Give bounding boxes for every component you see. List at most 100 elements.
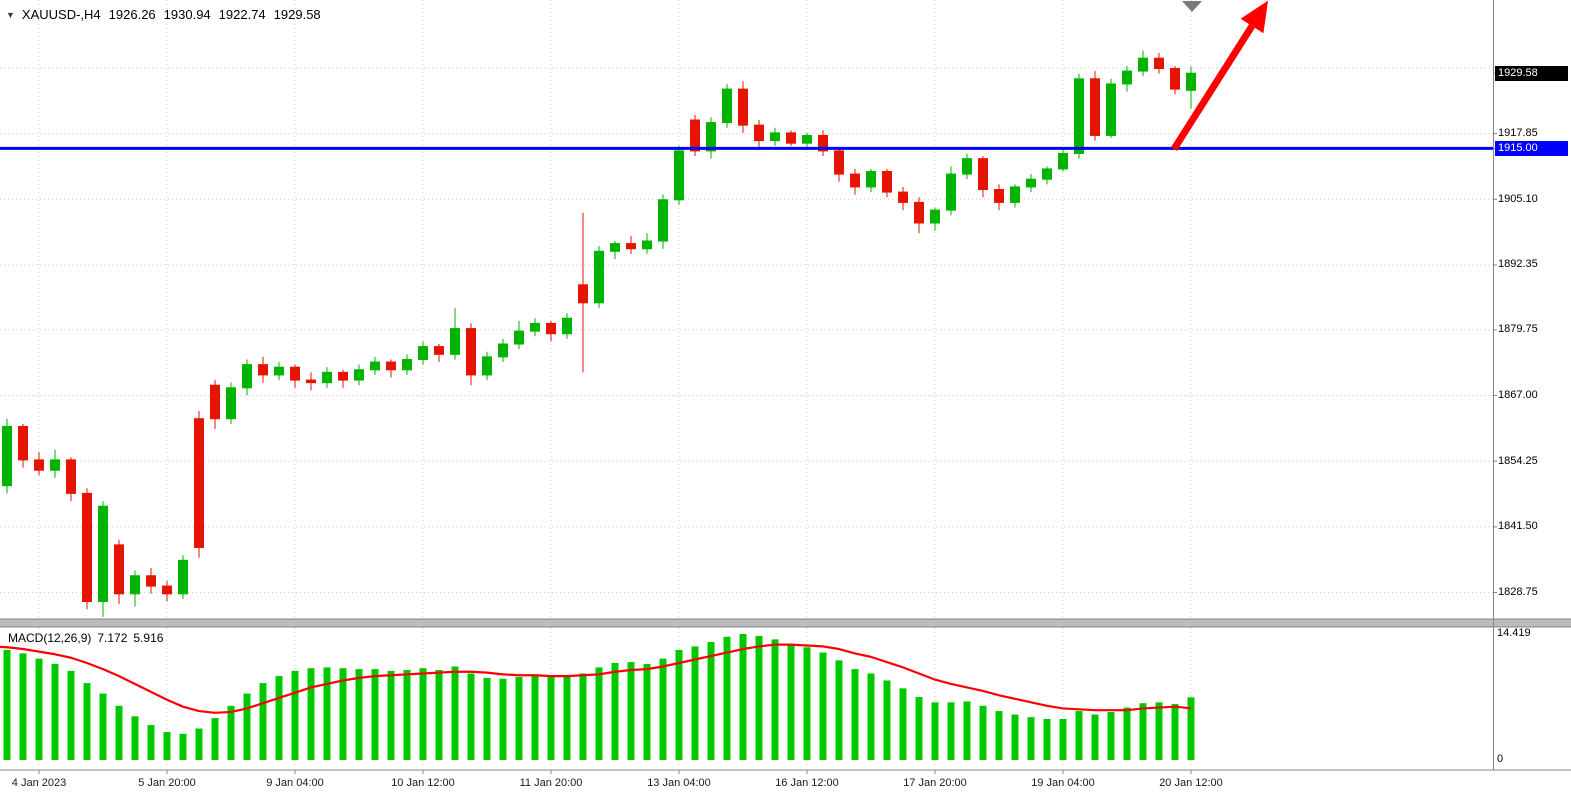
trend-arrow[interactable]	[1171, 24, 1255, 151]
macd-histogram-bar	[1155, 702, 1163, 760]
macd-histogram-bar	[1171, 704, 1179, 760]
macd-signal-value: 5.916	[133, 631, 164, 645]
candle	[978, 156, 988, 198]
candle	[386, 359, 396, 378]
candle	[1122, 65, 1132, 92]
time-axis-label: 11 Jan 20:00	[519, 777, 583, 789]
macd-histogram-bar	[691, 646, 699, 760]
candle	[274, 362, 284, 381]
candle	[242, 359, 252, 396]
candle	[962, 153, 972, 180]
open-value: 1926.26	[108, 7, 156, 22]
candle	[402, 354, 412, 375]
price-axis-label: 1828.75	[1498, 586, 1538, 598]
macd-histogram-bar	[627, 662, 635, 760]
macd-histogram-bar	[835, 660, 843, 760]
macd-histogram-bar	[1011, 714, 1019, 760]
candle	[194, 410, 204, 558]
macd-histogram-bar	[867, 673, 875, 760]
macd-histogram-bar	[531, 675, 539, 760]
macd-histogram-bar	[323, 667, 331, 760]
candle	[866, 168, 876, 193]
candle	[1010, 184, 1020, 208]
candle	[1042, 166, 1052, 185]
candle	[2, 418, 12, 494]
macd-histogram-bar	[547, 676, 555, 760]
macd-histogram-bar	[243, 693, 251, 760]
current-price-tag: 1929.58	[1495, 65, 1568, 81]
close-value: 1929.58	[273, 7, 321, 22]
candle	[674, 145, 684, 205]
macd-histogram-bar	[883, 680, 891, 760]
time-axis-label: 9 Jan 04:00	[266, 777, 324, 789]
price-axis-label: 1905.10	[1498, 192, 1538, 205]
candle	[98, 501, 108, 617]
candle	[114, 539, 124, 605]
macd-histogram-bar	[371, 669, 379, 760]
macd-main-value: 7.172	[97, 631, 128, 645]
candle	[210, 380, 220, 429]
object-marker-triangle-icon[interactable]	[1182, 1, 1202, 12]
macd-histogram-bar	[739, 634, 747, 760]
macd-histogram-bar	[67, 670, 75, 760]
macd-histogram-bar	[723, 636, 731, 760]
candle	[162, 580, 172, 602]
macd-histogram-bar	[275, 676, 283, 760]
macd-histogram-bar	[163, 732, 171, 760]
candle	[786, 130, 796, 146]
price-axis-label: 1841.50	[1498, 520, 1538, 533]
candle	[738, 81, 748, 133]
macd-histogram-bar	[579, 673, 587, 760]
macd-histogram-bar	[3, 649, 11, 760]
macd-max-label: 14.419	[1497, 627, 1531, 639]
macd-histogram-bar	[1027, 717, 1035, 760]
macd-histogram-bar	[179, 733, 187, 760]
collapse-triangle-icon[interactable]: ▼	[6, 10, 15, 20]
macd-histogram-bar	[419, 668, 427, 760]
chart-title: ▼ XAUUSD-,H4 1926.26 1930.94 1922.74 1929.58	[6, 7, 321, 22]
candle	[530, 318, 540, 337]
symbol-period-label: XAUUSD-,H4	[21, 7, 101, 22]
candle	[1170, 65, 1180, 95]
macd-histogram-bar	[707, 642, 715, 760]
trend-arrow-head[interactable]	[1240, 0, 1269, 34]
macd-histogram-bar	[403, 669, 411, 760]
candle	[706, 117, 716, 159]
time-axis-label: 16 Jan 12:00	[775, 777, 839, 789]
candle	[434, 344, 444, 363]
macd-histogram-bar	[515, 676, 523, 760]
candle	[66, 457, 76, 502]
candle	[130, 570, 140, 607]
candle	[1058, 148, 1068, 172]
macd-histogram-bar	[899, 688, 907, 760]
macd-histogram-bar	[259, 683, 267, 760]
macd-histogram-bar	[1059, 718, 1067, 760]
panel-separator[interactable]	[0, 619, 1571, 627]
macd-histogram-bar	[915, 697, 923, 760]
macd-histogram-bar	[1043, 718, 1051, 760]
candle	[690, 114, 700, 157]
candle	[802, 132, 812, 149]
candle	[1106, 78, 1116, 139]
price-axis-label: 1867.00	[1498, 389, 1538, 402]
candle	[930, 207, 940, 231]
candle	[50, 449, 60, 478]
macd-histogram-bar	[803, 647, 811, 760]
candle	[290, 364, 300, 388]
macd-histogram-bar	[931, 702, 939, 760]
candle	[482, 351, 492, 381]
candle	[450, 307, 460, 360]
candle	[818, 130, 828, 157]
macd-histogram-bar	[595, 667, 603, 760]
price-axis-label: 1917.85	[1498, 127, 1538, 140]
candle	[594, 246, 604, 308]
time-axis-label: 10 Jan 12:00	[391, 777, 455, 789]
candle	[754, 119, 764, 149]
candle	[994, 184, 1004, 211]
candle	[610, 241, 620, 260]
candle	[514, 320, 524, 350]
high-value: 1930.94	[163, 7, 211, 22]
time-axis-label: 4 Jan 2023	[11, 777, 67, 789]
